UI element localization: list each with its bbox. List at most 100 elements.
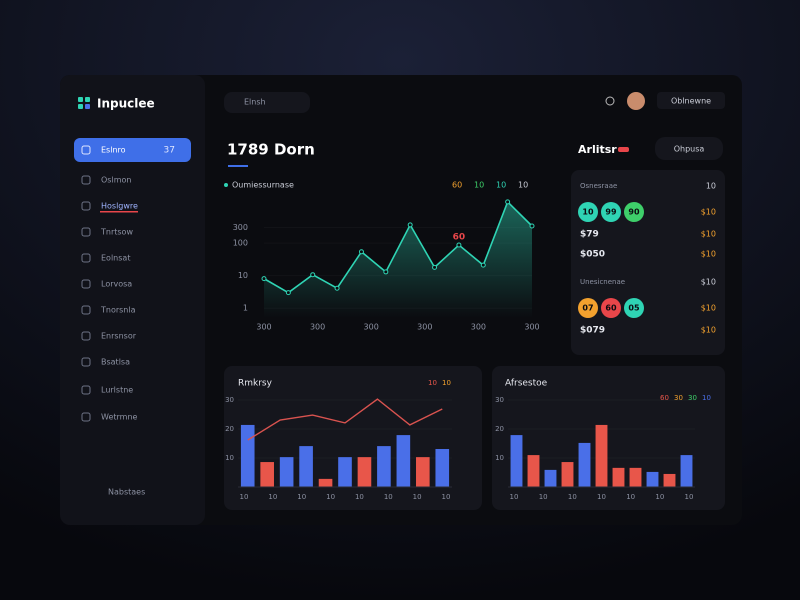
badge-value: $10 <box>701 304 716 313</box>
legend-right: 60 <box>452 181 462 190</box>
nav-item: Hoslgwre <box>101 202 138 211</box>
bar <box>357 457 372 487</box>
avatar[interactable] <box>627 92 645 110</box>
x-tick-label: 10 <box>240 493 249 501</box>
x-tick-label: 10 <box>510 493 519 501</box>
row-label: $050 <box>580 250 605 260</box>
panel-legend: 30 <box>674 394 683 402</box>
line-point <box>261 276 267 282</box>
bar <box>680 455 693 487</box>
line-point <box>456 242 462 248</box>
nav-badge: 37 <box>164 146 175 156</box>
bar <box>663 473 676 487</box>
panel-title: Afrsestoe <box>505 379 548 389</box>
badge-text: 90 <box>628 208 640 217</box>
nav-icon <box>81 331 91 341</box>
side-button-text: Ohpusa <box>674 145 705 154</box>
line-point <box>505 199 511 205</box>
panel-legend: 10 <box>702 394 711 402</box>
y-tick-label: 100 <box>233 239 248 248</box>
x-tick-label: 10 <box>413 493 422 501</box>
badge-circle <box>601 202 621 222</box>
panel-legend: 10 <box>428 379 437 387</box>
combo-line <box>247 398 443 441</box>
line-point <box>358 249 364 255</box>
bar <box>416 457 430 487</box>
y-tick-label: 30 <box>495 396 504 404</box>
badge-text: 99 <box>605 208 617 217</box>
search-box[interactable] <box>224 92 310 113</box>
x-tick-label: 10 <box>568 493 577 501</box>
line-point <box>310 272 316 278</box>
active-nav[interactable] <box>74 138 191 162</box>
logo-icon <box>78 97 90 109</box>
nav-icon <box>81 385 91 395</box>
bar <box>612 467 625 487</box>
badge-text: 10 <box>582 208 594 217</box>
x-tick-label: 10 <box>297 493 306 501</box>
legend-dot <box>224 183 228 187</box>
x-tick-label: 10 <box>626 493 635 501</box>
line-point <box>383 269 389 275</box>
legend-right: 10 <box>474 181 484 190</box>
row-value: $10 <box>701 230 716 239</box>
line-area <box>264 201 532 318</box>
row-value: $10 <box>701 326 716 335</box>
main-legend: Oumiessurnase <box>232 181 294 190</box>
search-text: Elnsh <box>244 98 266 107</box>
legend-right: 10 <box>518 181 528 190</box>
side-title: Arlitsr <box>578 143 617 156</box>
panel-legend: 10 <box>442 379 451 387</box>
section-heading: Unesicnenae <box>580 278 625 286</box>
x-tick-label: 10 <box>268 493 277 501</box>
bar <box>240 424 255 487</box>
bar <box>561 462 574 487</box>
x-tick-label: 10 <box>539 493 548 501</box>
nav-icon <box>81 145 91 155</box>
nav-item: Lurlstne <box>101 386 133 395</box>
panel-title: Rmkrsy <box>238 379 273 389</box>
nav-icon <box>81 305 91 315</box>
top-button[interactable] <box>657 92 725 109</box>
x-tick-label: 10 <box>655 493 664 501</box>
y-tick-label: 10 <box>238 271 248 280</box>
bar <box>377 446 391 487</box>
bar <box>435 449 450 487</box>
badge-circle <box>578 202 598 222</box>
nav-underline <box>100 211 138 213</box>
nav-icon <box>81 253 91 263</box>
search-icon[interactable] <box>605 96 615 106</box>
bar <box>578 442 591 487</box>
badge-value: $10 <box>701 208 716 217</box>
x-tick-label: 10 <box>384 493 393 501</box>
line-point <box>529 223 535 229</box>
sidebar-footer: Nabstaes <box>108 488 145 497</box>
section-value: $10 <box>701 278 716 287</box>
x-tick-label: 300 <box>524 323 539 332</box>
line-point <box>407 222 413 228</box>
bar <box>595 424 608 487</box>
bar <box>629 467 642 487</box>
line <box>263 200 533 294</box>
row-value: $10 <box>701 250 716 259</box>
bar <box>646 471 659 487</box>
y-tick-label: 1 <box>243 304 248 313</box>
nav-icon <box>81 175 91 185</box>
y-tick-label: 30 <box>225 396 234 404</box>
y-tick-label: 300 <box>233 223 248 232</box>
y-tick-label: 10 <box>225 454 234 462</box>
nav-item: Enrsnsor <box>101 332 137 341</box>
x-tick-label: 10 <box>597 493 606 501</box>
x-tick-label: 300 <box>417 323 432 332</box>
bar <box>260 462 274 487</box>
side-button[interactable] <box>655 137 723 160</box>
bar <box>510 435 523 487</box>
panel-legend: 60 <box>660 394 669 402</box>
bar <box>338 457 352 487</box>
x-tick-label: 10 <box>355 493 364 501</box>
legend-right: 10 <box>496 181 506 190</box>
annotation: 60 <box>453 233 466 243</box>
nav-icon <box>81 279 91 289</box>
